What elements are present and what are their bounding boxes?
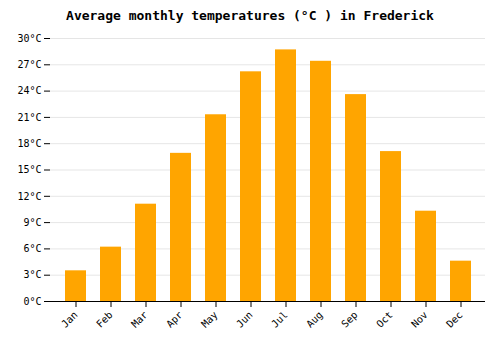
svg-text:Mar: Mar — [129, 309, 150, 330]
svg-text:Aug: Aug — [304, 309, 325, 330]
svg-text:Dec: Dec — [444, 309, 465, 330]
svg-text:21°C: 21°C — [17, 112, 41, 123]
svg-text:15°C: 15°C — [17, 164, 41, 175]
svg-text:3°C: 3°C — [23, 269, 41, 280]
svg-text:May: May — [199, 309, 220, 330]
svg-text:18°C: 18°C — [17, 138, 41, 149]
svg-text:12°C: 12°C — [17, 191, 41, 202]
svg-text:30°C: 30°C — [17, 33, 41, 44]
svg-text:Jan: Jan — [59, 309, 80, 330]
svg-text:Oct: Oct — [374, 309, 395, 330]
svg-text:24°C: 24°C — [17, 85, 41, 96]
svg-text:Nov: Nov — [409, 309, 430, 330]
svg-text:27°C: 27°C — [17, 59, 41, 70]
svg-text:Apr: Apr — [164, 309, 185, 330]
svg-text:Feb: Feb — [94, 309, 115, 330]
svg-text:6°C: 6°C — [23, 243, 41, 254]
svg-text:9°C: 9°C — [23, 217, 41, 228]
svg-text:Jul: Jul — [269, 309, 290, 330]
svg-text:Sep: Sep — [339, 309, 360, 330]
svg-text:0°C: 0°C — [23, 296, 41, 307]
html-text:Average monthly temperatures (: Average monthly temperatures (°C ) in Fr… — [66, 8, 434, 23]
svg-text:Jun: Jun — [234, 309, 255, 330]
